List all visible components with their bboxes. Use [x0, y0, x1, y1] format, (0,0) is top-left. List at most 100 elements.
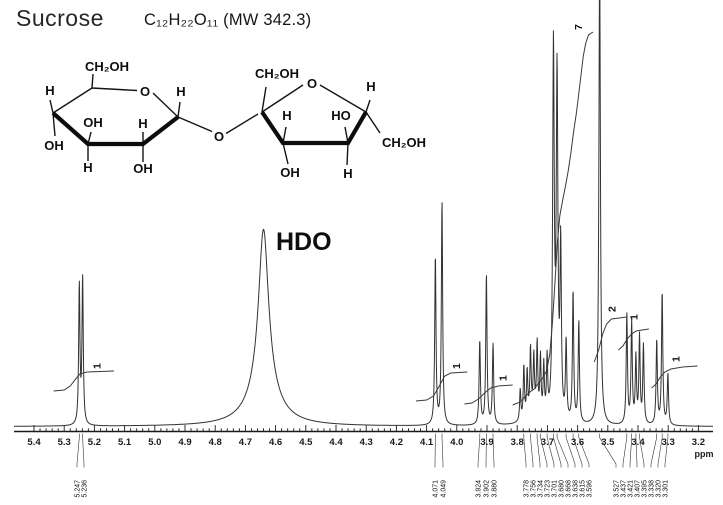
peak-label-leader	[523, 433, 527, 468]
peak-shift-value: 3.527	[614, 480, 621, 498]
nmr-spectrum: 5.4 5.3 5.2 5.1 5.0 4.9 4.8 4.7 4.6 4.5 4.4 4.3 4.2 4…	[13, 0, 714, 498]
axis-tick-label: 5.1	[118, 437, 132, 448]
peak-label-leader	[635, 433, 638, 468]
axis-tick-label: 3.2	[692, 437, 705, 448]
peak-shift-value: 3.437	[621, 480, 628, 498]
integral-curve	[618, 328, 649, 351]
atom-label: H	[366, 79, 375, 94]
atom-label: H	[176, 84, 185, 99]
peak-label-leader	[650, 433, 657, 468]
integral-value-label: 1	[451, 363, 463, 369]
axis-tick-label: 4.3	[360, 437, 373, 448]
x-axis-labels: 5.4 5.3 5.2 5.1 5.0 4.9 4.8 4.7 4.6 4.5 4.4 4.3 4.2 4…	[27, 437, 705, 448]
atom-label: OH	[44, 138, 64, 153]
axis-tick-label: 3.8	[511, 437, 524, 448]
axis-tick-label: 5.4	[27, 437, 41, 448]
peak-shift-labels: 5.247 5.236 4.071 4.049 3.924 3.902 3.880 3.778…	[75, 433, 670, 498]
peak-shift-value: 3.596	[587, 480, 594, 498]
integral-value-label: 1	[671, 356, 683, 362]
peak-shift-value: 3.723	[545, 480, 552, 498]
axis-tick-label: 5.0	[148, 437, 161, 448]
peak-label-leader	[622, 433, 628, 468]
peak-shift-value: 3.668	[566, 480, 573, 498]
peak-shift-value: 3.924	[476, 480, 483, 498]
peak-label-leader	[546, 433, 555, 468]
solvent-peak-label: HDO	[276, 228, 332, 256]
peak-label-leader	[441, 433, 444, 468]
peak-shift-value: 3.638	[573, 480, 580, 498]
integral-curve	[415, 371, 468, 402]
integral-curve	[512, 31, 594, 406]
axis-tick-label: 4.0	[450, 437, 463, 448]
peak-shift-value: 3.902	[484, 480, 491, 498]
atom-label: H	[282, 108, 291, 123]
x-axis-ticks	[33, 425, 699, 431]
atom-label: H	[83, 160, 92, 175]
peak-shift-value: 3.320	[656, 480, 663, 498]
integral-value-label: 2	[606, 306, 618, 312]
peak-shift-value: 3.778	[524, 480, 531, 498]
integral-curve	[464, 384, 513, 405]
peak-label-leader	[492, 433, 495, 468]
integral-curve	[593, 316, 627, 363]
ring-oxygen-label: O	[140, 84, 150, 99]
peak-label-leader	[82, 433, 85, 468]
atom-label: OH	[83, 115, 103, 130]
peak-label-leader	[664, 433, 669, 468]
peak-shift-value: 5.247	[75, 480, 82, 498]
axis-unit-label: ppm	[695, 449, 714, 459]
peak-label-leader	[477, 433, 481, 468]
axis-tick-label: 4.6	[269, 437, 282, 448]
axis-tick-label: 3.3	[662, 437, 675, 448]
peak-shift-value: 3.756	[531, 480, 538, 498]
atom-label: CH₂OH	[255, 66, 299, 81]
peak-label-leader	[556, 433, 569, 468]
peak-shift-value: 5.236	[82, 480, 89, 498]
structure-bonds-thin	[49, 73, 381, 166]
peak-shift-value: 3.680	[559, 480, 566, 498]
integral-curve	[53, 370, 115, 392]
integral-value-label: 1	[628, 314, 640, 320]
peak-label-leader	[76, 433, 80, 468]
peak-shift-value: 3.338	[649, 480, 656, 498]
peak-shift-value: 3.880	[492, 480, 499, 498]
axis-tick-label: 4.2	[390, 437, 403, 448]
peak-shift-value: 3.615	[580, 480, 587, 498]
peak-shift-value: 3.734	[538, 480, 545, 498]
axis-tick-label: 5.2	[88, 437, 101, 448]
molecular-formula: C₁₂H₂₂O₁₁ (MW 342.3)	[144, 11, 312, 29]
ring-oxygen-label: O	[214, 129, 224, 144]
atom-label: H	[343, 166, 352, 181]
structure-bonds-bold-fructose	[260, 110, 368, 146]
peak-shift-value: 3.407	[635, 480, 642, 498]
atom-label: H	[138, 116, 147, 131]
peak-label-leader	[553, 433, 562, 468]
atom-label: CH₂OH	[85, 59, 129, 74]
axis-tick-label: 3.7	[541, 437, 554, 448]
peak-label-leader	[565, 433, 576, 468]
axis-tick-label: 3.6	[571, 437, 584, 448]
peak-shift-value: 3.395	[642, 480, 649, 498]
integral-value-label: 7	[573, 24, 585, 30]
nmr-trace	[13, 0, 714, 427]
peak-label-leader	[629, 433, 632, 468]
axis-tick-label: 4.4	[329, 437, 343, 448]
atom-label: OH	[280, 165, 300, 180]
peak-shift-value: 3.701	[552, 480, 559, 498]
atom-label: HO	[331, 108, 351, 123]
axis-tick-label: 4.5	[299, 437, 313, 448]
peak-label-leader	[540, 433, 548, 468]
peak-shift-value: 3.421	[628, 480, 635, 498]
peak-label-leader	[572, 433, 583, 468]
atom-label: H	[45, 83, 54, 98]
peak-label-leader	[578, 433, 590, 468]
peak-label-leader	[599, 433, 617, 468]
axis-tick-label: 5.3	[58, 437, 71, 448]
axis-tick-label: 4.1	[420, 437, 434, 448]
axis-tick-label: 3.5	[601, 437, 615, 448]
atom-label: CH₂OH	[382, 135, 426, 150]
atom-label: OH	[133, 161, 153, 176]
